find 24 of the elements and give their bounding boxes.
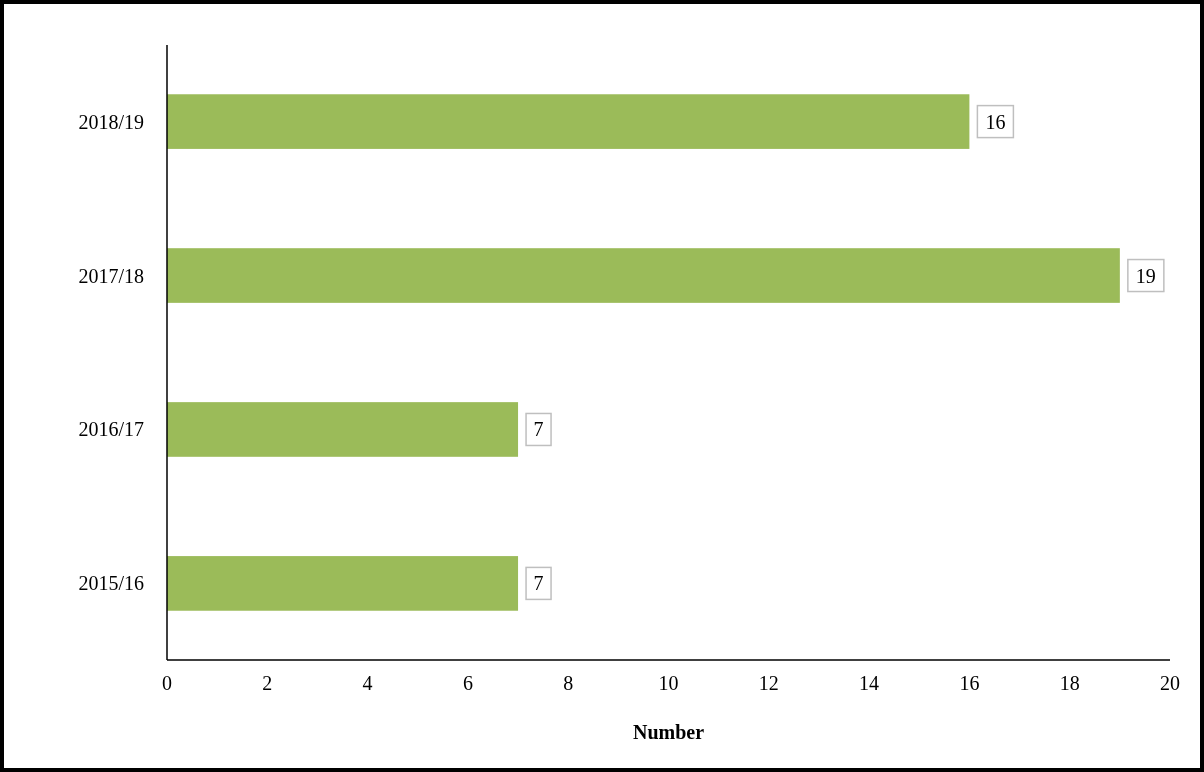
y-tick-label: 2017/18 [78,264,144,287]
x-tick-label: 18 [1059,672,1080,694]
x-tick-label: 4 [362,672,373,694]
x-tick-label: 6 [462,672,473,694]
x-tick-label: 0 [162,672,172,694]
bar [167,248,1120,303]
y-tick-label: 2015/16 [78,572,144,595]
x-tick-label: 8 [563,672,574,694]
data-label: 16 [985,110,1006,133]
y-tick-label: 2018/19 [78,110,144,133]
bar [167,402,519,457]
data-label: 7 [533,572,544,595]
x-tick-label: 10 [658,672,679,694]
x-tick-label: 2 [262,672,273,694]
data-label: 7 [533,418,544,441]
bar [167,556,519,611]
y-tick-label: 2016/17 [78,418,144,441]
x-tick-label: 14 [859,672,880,694]
bar [167,94,970,149]
x-axis-title: Number [632,721,705,743]
x-tick-label: 16 [959,672,980,694]
data-label: 19 [1135,264,1156,287]
x-tick-label: 12 [758,672,779,694]
x-tick-label: 20 [1160,672,1180,694]
